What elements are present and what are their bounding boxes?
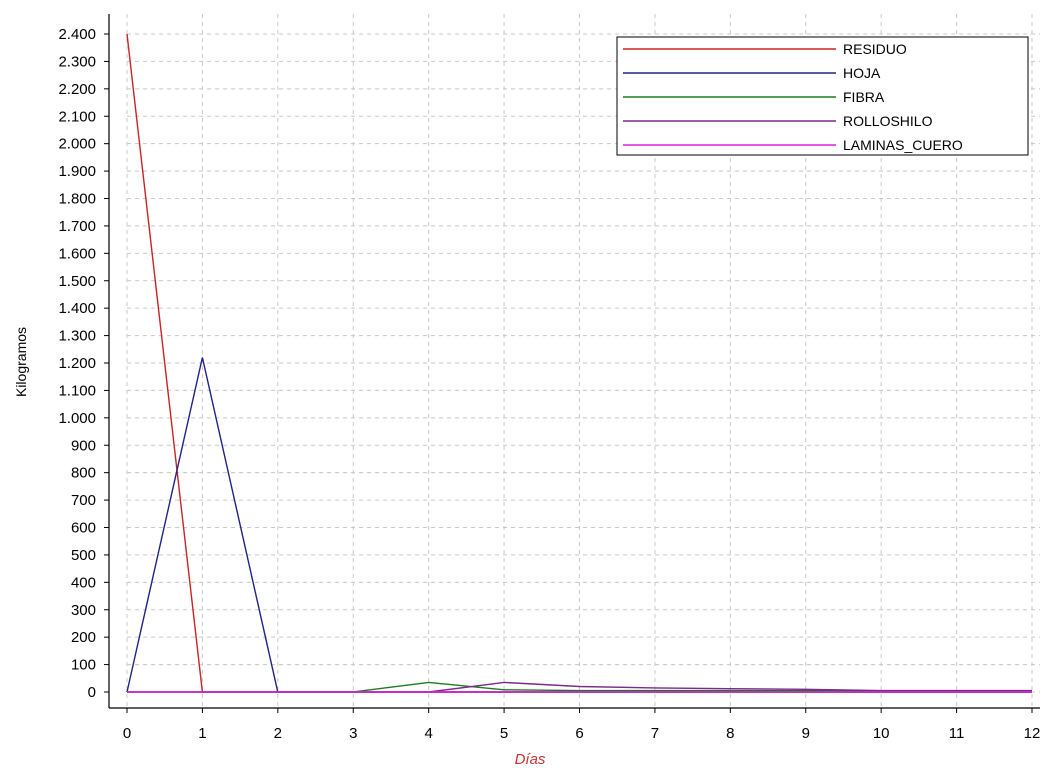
y-tick-label: 2.400: [58, 26, 96, 43]
grid: [126, 14, 1040, 708]
legend-label: ROLLOSHILO: [843, 113, 933, 129]
y-tick-label: 600: [71, 520, 96, 537]
x-tick-label: 8: [726, 725, 734, 742]
x-tick-label: 6: [575, 725, 583, 742]
y-tick-label: 1.100: [58, 382, 96, 399]
legend-label: RESIDUO: [843, 41, 907, 57]
y-axis-title: Kilogramos: [13, 327, 29, 397]
y-tick-label: 100: [71, 657, 96, 674]
y-tick-label: 2.200: [58, 81, 96, 98]
legend-box: [616, 36, 1029, 156]
x-tick-label: 9: [802, 725, 810, 742]
y-tick-label: 2.300: [58, 53, 96, 70]
x-axis-title: Días: [515, 751, 546, 768]
y-tick-label: 900: [71, 437, 96, 454]
legend-label: LAMINAS_CUERO: [843, 137, 963, 153]
y-tick-label: 400: [71, 574, 96, 591]
y-tick-label: 1.500: [58, 273, 96, 290]
y-tick-label: 2.100: [58, 108, 96, 125]
y-tick-label: 1.800: [58, 191, 96, 208]
y-tick-label: 2.000: [58, 136, 96, 153]
y-tick-label: 1.900: [58, 163, 96, 180]
y-tick-label: 1.600: [58, 245, 96, 262]
y-tick-label: 1.300: [58, 328, 96, 345]
legend: RESIDUO HOJA FIBRA ROLLOSHILO LAMINAS_CUERO: [616, 36, 1029, 156]
x-tick-label: 3: [349, 725, 357, 742]
y-tick-label: 1.000: [58, 410, 96, 427]
y-tick-label: 1.200: [58, 355, 96, 372]
y-axis-tick-labels: 0 100 200 300 400 500 600 700 800 900 1.000 1.100 1.…: [58, 26, 96, 701]
y-tick-label: 1.400: [58, 300, 96, 317]
y-tick-label: 1.700: [58, 218, 96, 235]
x-tick-label: 1: [198, 725, 206, 742]
x-tick-label: 12: [1024, 725, 1041, 742]
x-axis-tick-labels: 0 1 2 3 4 5 6 7 8 9 10 11 12: [123, 725, 1041, 742]
x-tick-label: 5: [500, 725, 508, 742]
legend-label: HOJA: [843, 65, 881, 81]
x-tick-label: 0: [123, 725, 131, 742]
y-tick-label: 800: [71, 465, 96, 482]
x-tick-label: 11: [949, 725, 965, 742]
y-tick-label: 500: [71, 547, 96, 564]
series-line-rolloshilo: [127, 681, 1032, 693]
x-tick-label: 7: [651, 725, 659, 742]
y-tick-label: 0: [88, 684, 96, 701]
axes: [104, 14, 1040, 713]
x-tick-label: 2: [274, 725, 282, 742]
series-lines: [126, 33, 1032, 693]
legend-label: FIBRA: [843, 89, 885, 105]
y-tick-label: 200: [71, 629, 96, 646]
y-tick-label: 700: [71, 492, 96, 509]
x-tick-label: 10: [873, 725, 890, 742]
x-tick-label: 4: [424, 725, 432, 742]
y-tick-label: 300: [71, 602, 96, 619]
